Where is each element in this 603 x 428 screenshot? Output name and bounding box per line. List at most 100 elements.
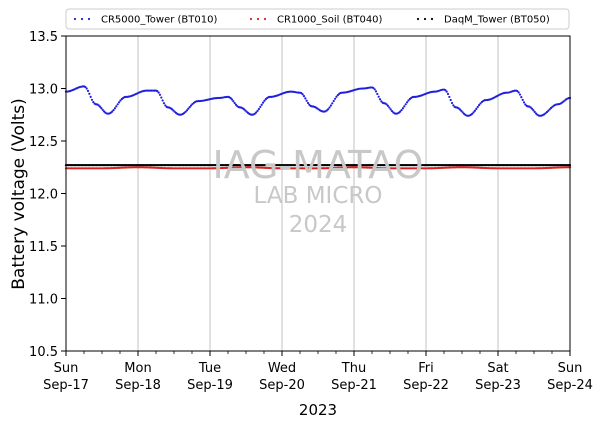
x-tick-label-date: Sep-23	[475, 378, 521, 393]
series-marker	[530, 107, 534, 110]
series-marker	[188, 106, 191, 109]
series-marker	[450, 101, 454, 105]
x-tick-label-date: Sep-24	[547, 378, 593, 393]
x-tick-label-date: Sep-18	[115, 378, 161, 393]
series-marker	[332, 99, 335, 103]
x-tick-label-date: Sep-21	[331, 378, 377, 393]
series-marker	[230, 98, 234, 101]
y-tick-label: 11.5	[29, 240, 58, 255]
series-marker	[372, 86, 375, 90]
x-tick-label-day: Sun	[54, 361, 79, 376]
series-marker	[229, 97, 232, 100]
legend-marker	[416, 17, 420, 21]
series-marker	[377, 95, 380, 98]
x-tick-label-day: Sun	[558, 361, 583, 376]
x-tick-label-day: Thu	[341, 361, 366, 376]
series-marker	[376, 92, 379, 96]
y-tick-label: 13.0	[29, 83, 58, 98]
series-marker	[517, 91, 520, 94]
series-0	[64, 85, 572, 117]
series-marker	[100, 107, 103, 110]
series-marker	[184, 110, 187, 113]
series-marker	[476, 105, 479, 109]
series-marker	[374, 90, 378, 93]
series-marker	[187, 107, 190, 110]
x-tick-label-day: Fri	[418, 361, 434, 376]
series-marker	[189, 104, 193, 107]
series-marker	[407, 99, 410, 102]
series-marker	[335, 95, 338, 98]
y-tick-label: 11.0	[29, 293, 58, 308]
series-marker	[115, 105, 118, 108]
series-marker	[305, 99, 308, 102]
y-tick-label: 10.5	[29, 345, 58, 360]
series-marker	[471, 112, 474, 115]
series-marker	[446, 92, 450, 96]
series-marker	[373, 88, 376, 91]
legend-label: DaqM_Tower (BT050)	[444, 15, 550, 26]
series-marker	[85, 87, 88, 90]
series-marker	[479, 102, 482, 105]
series-marker	[306, 101, 310, 105]
series-marker	[256, 109, 259, 112]
series-marker	[518, 93, 522, 96]
x-tick-label-date: Sep-19	[187, 378, 233, 393]
y-axis-title: Battery voltage (Volts)	[9, 98, 29, 289]
series-marker	[257, 107, 261, 111]
legend-marker	[80, 17, 84, 21]
series-marker	[301, 93, 304, 96]
series-marker	[380, 100, 383, 103]
series-marker	[533, 110, 536, 113]
series-marker	[92, 101, 95, 104]
series-marker	[101, 108, 104, 111]
series-marker	[461, 111, 464, 114]
series-marker	[89, 95, 92, 98]
series-marker	[386, 104, 390, 107]
series-marker	[458, 108, 462, 111]
y-tick-label: 12.5	[29, 135, 58, 150]
series-1	[64, 166, 572, 170]
series-2	[64, 164, 572, 167]
legend-marker	[87, 17, 91, 21]
series-marker	[98, 105, 102, 108]
watermark-line-2: LAB MICRO	[254, 183, 383, 209]
series-marker	[532, 109, 535, 112]
series-marker	[405, 101, 409, 104]
series-marker	[234, 103, 238, 106]
legend: CR5000_Tower (BT010) CR1000_Soil (BT040) D…	[65, 8, 570, 30]
series-marker	[261, 101, 265, 104]
series-marker	[385, 103, 388, 106]
series-marker	[112, 108, 115, 112]
series-marker	[158, 93, 162, 96]
series-marker	[516, 89, 519, 93]
series-marker	[520, 96, 523, 99]
series-marker	[90, 98, 94, 101]
series-marker	[331, 102, 334, 105]
grid-lines	[137, 36, 499, 351]
series-marker	[388, 106, 391, 109]
series-marker	[164, 104, 167, 107]
series-marker	[157, 91, 160, 94]
series-marker	[84, 85, 87, 89]
series-marker	[545, 110, 549, 114]
x-tick-label-date: Sep-20	[259, 378, 305, 393]
series-marker	[336, 93, 339, 97]
legend-label: CR1000_Soil (BT040)	[277, 15, 383, 26]
watermark-line-3: 2024	[289, 212, 348, 238]
series-marker	[302, 95, 306, 98]
series-marker	[327, 108, 330, 111]
x-axis: Sun Sep-17 Mon Sep-18 Tue Sep-19 Wed Sep-20 Thu S…	[43, 351, 593, 393]
series-marker	[448, 95, 451, 99]
x-tick-label-day: Sat	[487, 361, 508, 376]
legend-marker	[263, 17, 267, 21]
series-marker	[161, 99, 164, 102]
series-marker	[185, 109, 189, 112]
legend-label: CR5000_Tower (BT010)	[101, 15, 217, 26]
series-marker	[547, 109, 550, 112]
watermark: IAG-MATAO LAB MICRO 2024	[212, 143, 423, 238]
legend-marker	[423, 17, 427, 21]
series-marker	[389, 108, 392, 111]
series-marker	[521, 98, 524, 101]
series-marker	[378, 98, 382, 101]
